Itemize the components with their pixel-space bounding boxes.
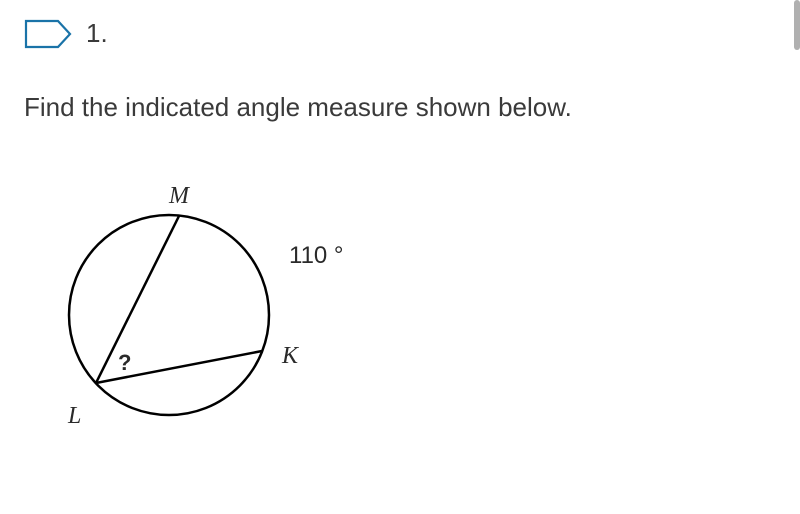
question-number: 1. <box>86 18 108 49</box>
diagram-area: M K L 110 ° ? <box>0 145 800 470</box>
unknown-angle: ? <box>118 350 131 375</box>
arc-label: 110 ° <box>289 242 344 269</box>
circle <box>69 215 269 415</box>
question-header: 1. <box>0 0 800 59</box>
label-K: K <box>281 343 300 369</box>
label-M: M <box>168 183 191 209</box>
pentagon-icon <box>24 19 72 49</box>
scrollbar-thumb[interactable] <box>794 0 800 50</box>
geometry-diagram: M K L 110 ° ? <box>24 155 424 455</box>
instruction-text: Find the indicated angle measure shown b… <box>0 59 800 145</box>
chord-LM <box>96 216 179 383</box>
label-L: L <box>67 403 81 429</box>
